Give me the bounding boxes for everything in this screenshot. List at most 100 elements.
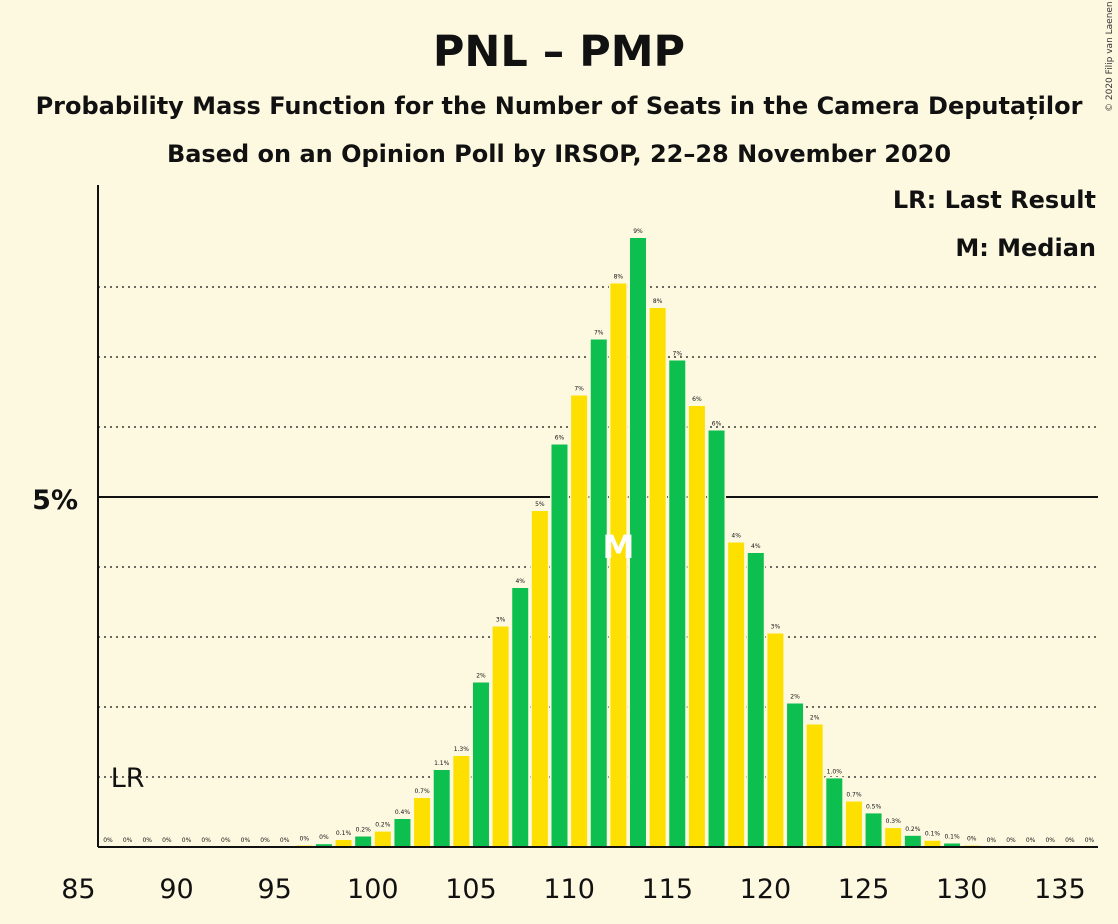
bar-value-label: 1.0% (827, 768, 843, 775)
bar-seat-107 (512, 588, 529, 847)
bar-value-label: 0.1% (336, 830, 352, 837)
x-tick-label: 95 (257, 874, 291, 905)
bar-seat-99 (355, 836, 372, 847)
bar-value-label: 4% (515, 578, 525, 585)
bar-seat-119 (747, 553, 764, 847)
bar-value-label: 6% (692, 396, 702, 403)
x-tick-labels: 85 90 95 100 105 110 115 120 125 130 135 (61, 874, 1085, 905)
bar-value-label: 0% (260, 837, 270, 844)
bar-seat-110 (571, 395, 588, 847)
bar-seat-129 (944, 843, 961, 847)
bar-seat-100 (374, 831, 391, 847)
bar-seat-122 (806, 724, 823, 847)
bar-value-label: 7% (673, 351, 683, 358)
bar-value-label: 0% (123, 837, 133, 844)
chart-subtitle: Probability Mass Function for the Number… (36, 92, 1083, 120)
bar-seat-106 (492, 626, 509, 847)
bar-value-label: 0.4% (395, 809, 411, 816)
bar-value-label: 0% (1085, 837, 1095, 844)
bar-value-label: 4% (751, 543, 761, 550)
bar-value-label: 2% (810, 715, 820, 722)
x-tick-label: 130 (936, 874, 988, 905)
bar-value-label: 0.7% (846, 792, 862, 799)
median-label: M (602, 528, 634, 566)
bar-value-label: 0% (967, 836, 977, 843)
bar-seat-115 (669, 360, 686, 847)
bar-value-label: 1.3% (454, 746, 470, 753)
copyright-notice: © 2020 Filip van Laenen (1105, 1, 1115, 112)
bar-value-label: 0% (241, 837, 251, 844)
bar-value-label: 0.1% (925, 831, 941, 838)
bar-value-label: 7% (594, 330, 604, 337)
bar-value-label: 8% (614, 274, 624, 281)
x-tick-label: 85 (61, 874, 95, 905)
chart-title: PNL – PMP (433, 27, 685, 77)
bar-value-label: 0.2% (356, 827, 372, 834)
bar-value-label: 6% (555, 435, 565, 442)
bar-value-label: 8% (653, 298, 663, 305)
bar-backdrop (962, 844, 982, 847)
bar-value-label: 0% (300, 836, 310, 843)
bar-value-label: 0.1% (944, 834, 960, 841)
bar-seat-118 (728, 542, 745, 847)
bar-seat-117 (708, 430, 725, 847)
bar-value-label: 3% (496, 617, 506, 624)
bar-value-label: 0.5% (866, 803, 882, 810)
bar-seat-101 (394, 819, 411, 847)
bar-value-label: 0% (1026, 837, 1036, 844)
bar-seat-103 (433, 770, 450, 847)
bar-value-label: 3% (771, 624, 781, 631)
bar-seat-111 (590, 339, 607, 847)
x-tick-label: 100 (347, 874, 399, 905)
bar-seat-108 (531, 511, 548, 847)
x-tick-label: 125 (838, 874, 890, 905)
bar-seat-123 (826, 778, 843, 847)
bar-value-label: 2% (476, 673, 486, 680)
bar-seat-114 (649, 308, 666, 847)
bar-value-label: 4% (731, 533, 741, 540)
bar-seat-102 (414, 798, 431, 847)
bar-seat-116 (688, 406, 705, 847)
bar-value-label: 0% (103, 837, 113, 844)
bar-seat-124 (845, 801, 862, 847)
bar-value-label: 0% (1006, 837, 1016, 844)
bar-seat-128 (924, 840, 941, 847)
bar-seat-97 (315, 844, 332, 847)
bar-value-label: 0.7% (414, 788, 430, 795)
bar-seat-113 (630, 238, 647, 847)
bar-seat-127 (904, 835, 921, 847)
bar-value-label: 0% (142, 837, 152, 844)
bar-seat-109 (551, 444, 568, 847)
x-tick-label: 105 (445, 874, 497, 905)
x-tick-label: 135 (1034, 874, 1086, 905)
x-tick-label: 110 (543, 874, 595, 905)
x-tick-label: 90 (159, 874, 193, 905)
bar-value-label: 0% (162, 837, 172, 844)
bar-value-label: 7% (574, 386, 584, 393)
bar-value-labels: 0% 0% 0% 0% 0% 0% 0% 0% 0% 0% 0% 0% 0.1% 0.2% 0.2% 0.4%… (103, 228, 1094, 844)
bar-seat-120 (767, 633, 784, 847)
x-tick-label: 115 (641, 874, 693, 905)
chart-subtitle-poll: Based on an Opinion Poll by IRSOP, 22–28… (167, 140, 951, 168)
bar-seat-98 (335, 840, 352, 847)
bar-value-label: 5% (535, 501, 545, 508)
legend-last-result: LR: Last Result (893, 186, 1096, 214)
bar-value-label: 0% (221, 837, 231, 844)
bar-value-label: 0% (987, 837, 997, 844)
last-result-label: LR (111, 763, 145, 794)
bar-value-label: 1.1% (434, 760, 450, 767)
x-tick-label: 120 (740, 874, 792, 905)
bar-value-label: 0% (280, 837, 290, 844)
bar-value-label: 0% (201, 837, 211, 844)
bar-seat-126 (885, 828, 902, 847)
bar-value-label: 2% (790, 694, 800, 701)
bar-seat-104 (453, 756, 470, 847)
bar-seat-105 (472, 682, 489, 847)
bar-value-label: 0.2% (905, 826, 921, 833)
bar-value-label: 0% (319, 834, 329, 841)
bar-value-label: 9% (633, 228, 643, 235)
bar-seat-121 (787, 703, 804, 847)
bar-backdrop (294, 844, 314, 847)
bar-seat-125 (865, 813, 882, 847)
